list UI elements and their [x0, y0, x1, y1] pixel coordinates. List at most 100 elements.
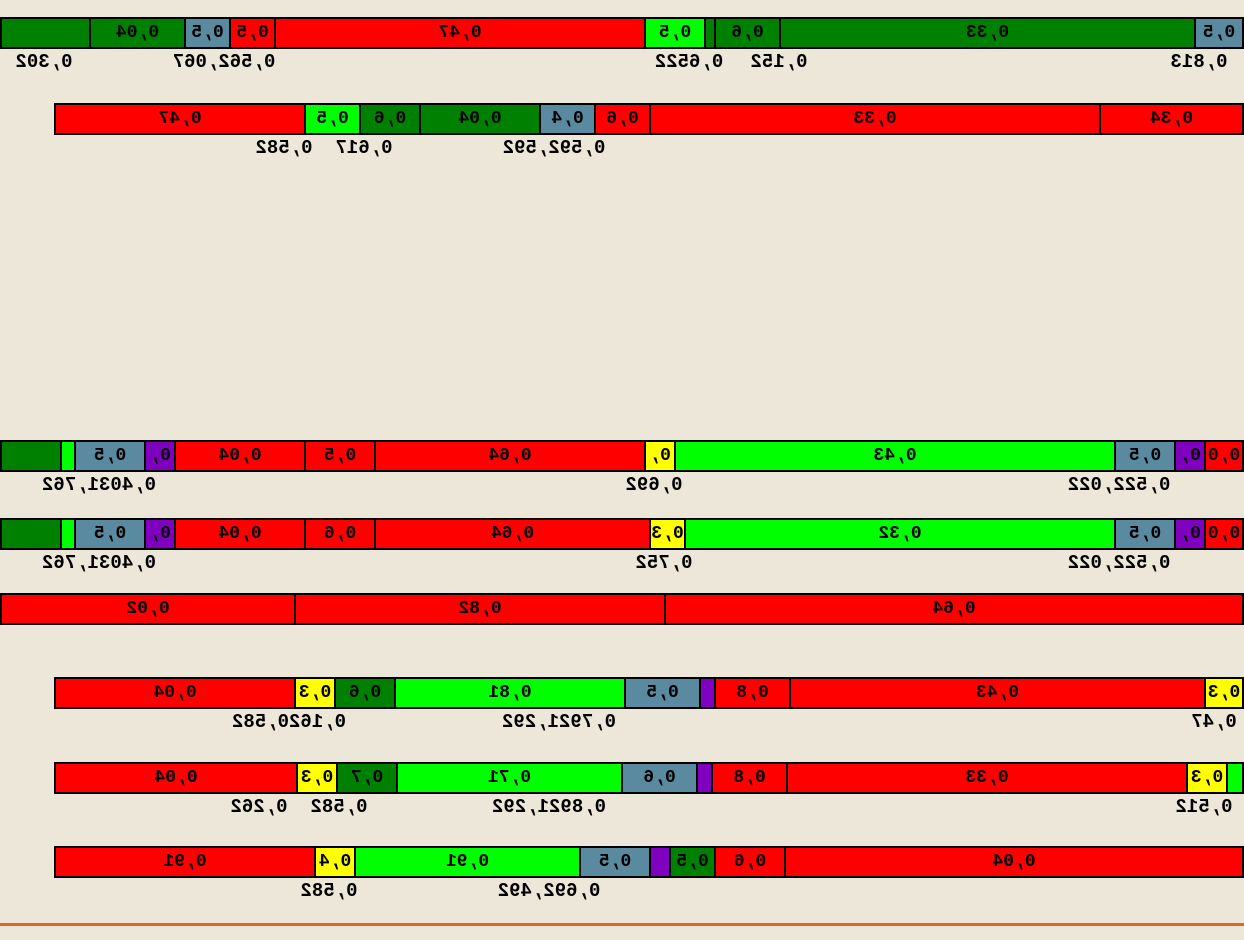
- segment: 0,91: [54, 846, 314, 878]
- segment: 0,3: [294, 677, 334, 709]
- tick-row: 0,522,022 0,692 0,4031,762: [0, 474, 1244, 498]
- segment: 0,02: [0, 593, 294, 625]
- tick-label: 0,562,067: [173, 51, 276, 73]
- segment: 0,6: [594, 103, 649, 135]
- segment: 0,04: [89, 17, 184, 49]
- tick-label: 0,522,022: [1068, 474, 1171, 496]
- segment: [0, 440, 60, 472]
- segment: [60, 440, 74, 472]
- segment: 0,33: [786, 762, 1186, 794]
- segment: 0,47: [54, 103, 304, 135]
- tick-label: 0,302: [15, 51, 72, 73]
- segment: 0,: [1174, 518, 1204, 550]
- segment: 0,7: [336, 762, 396, 794]
- segment: 0,3: [649, 518, 684, 550]
- segment: 0,5: [579, 846, 649, 878]
- segment: [649, 846, 669, 878]
- segment: 0,: [644, 440, 674, 472]
- segment: 0,71: [396, 762, 621, 794]
- segment: [704, 17, 714, 49]
- tick-label: 0,7921,292: [502, 711, 616, 733]
- segment: 0,5: [229, 17, 274, 49]
- tick-label: 0,617: [335, 137, 392, 159]
- segment: 0,8: [714, 677, 789, 709]
- tick-label: 0,582: [255, 137, 312, 159]
- segment: 0,0: [1204, 518, 1244, 550]
- segment: 0,64: [374, 440, 644, 472]
- segment: 0,5: [669, 846, 714, 878]
- segment: 0,8: [711, 762, 786, 794]
- tick-label: 0,4031,762: [42, 474, 156, 496]
- segment: 0,6: [359, 103, 419, 135]
- segment: 0,5: [304, 440, 374, 472]
- segment: 0,33: [649, 103, 1099, 135]
- segment: [1226, 762, 1244, 794]
- segment: 0,6: [714, 846, 784, 878]
- segment: 0,6: [334, 677, 394, 709]
- segment: 0,32: [684, 518, 1114, 550]
- segment: 0,5: [644, 17, 704, 49]
- segment: [0, 17, 89, 49]
- segment: 0,82: [294, 593, 664, 625]
- tick-label: 0,582: [300, 880, 357, 902]
- tick-row: 0,592,592 0,617 0,582: [0, 137, 1244, 161]
- segment: [699, 677, 714, 709]
- tick-row: 0,522,0220,7520,4031,762: [0, 552, 1244, 576]
- track-t4: 0,00,0,50,320,30,640,60,040,0,5: [0, 518, 1244, 550]
- segment: 0,64: [374, 518, 649, 550]
- segment: 0,4: [314, 846, 354, 878]
- tick-label: 0,262: [230, 796, 287, 818]
- segment: [696, 762, 711, 794]
- tick-label: 0,8921,292: [492, 796, 606, 818]
- tick-row: 0,692,4920,582: [0, 880, 1244, 904]
- segment: 0,04: [174, 440, 304, 472]
- segment: 0,04: [174, 518, 304, 550]
- segment: 0,04: [54, 677, 294, 709]
- segment: 0,5: [184, 17, 229, 49]
- segment: 0,91: [354, 846, 579, 878]
- tick-label: 0,522,022: [1068, 552, 1171, 574]
- segment: 0,: [144, 518, 174, 550]
- track-t5: 0,640,820,02: [0, 593, 1244, 625]
- segment: [60, 518, 74, 550]
- segment: 0,5: [624, 677, 699, 709]
- tick-label: 0,512: [1175, 796, 1232, 818]
- segment: 0,5: [1194, 17, 1244, 49]
- segment: 0,34: [1099, 103, 1244, 135]
- tick-row: 0,8130,1520,65220,562,0670,302: [0, 51, 1244, 75]
- segment: 0,04: [784, 846, 1244, 878]
- segment: 0,5: [1114, 440, 1174, 472]
- segment: 0,3: [1186, 762, 1226, 794]
- segment: 0,0: [1204, 440, 1244, 472]
- bottom-rule: [0, 923, 1244, 926]
- tick-row: 0,512 0,8921,292 0,582 0,262: [0, 796, 1244, 820]
- track-t3: 0,00,0,50,430,0,640,50,040,0,5: [0, 440, 1244, 472]
- segment: 0,: [1174, 440, 1204, 472]
- segment: 0,6: [304, 518, 374, 550]
- track-t8: 0,040,60,50,50,910,40,91: [54, 846, 1244, 878]
- tick-label: 0,592,592: [503, 137, 606, 159]
- segment: 0,5: [1114, 518, 1174, 550]
- segment: 0,4: [539, 103, 594, 135]
- segment: 0,47: [274, 17, 644, 49]
- tick-label: 0,1620,582: [232, 711, 346, 733]
- track-t2: 0,340,330,60,40,040,60,50,47: [54, 103, 1244, 135]
- chart-canvas: 0,50,330,60,50,470,50,50,040,8130,1520,6…: [0, 0, 1244, 940]
- tick-label: 0,6522: [655, 51, 723, 73]
- segment: 0,81: [394, 677, 624, 709]
- segment: 0,64: [664, 593, 1244, 625]
- segment: 0,04: [54, 762, 296, 794]
- tick-label: 0,152: [750, 51, 807, 73]
- tick-label: 0,752: [635, 552, 692, 574]
- tick-row: 0,470,7921,2920,1620,582: [0, 711, 1244, 735]
- segment: 0,5: [74, 518, 144, 550]
- segment: 0,5: [74, 440, 144, 472]
- segment: 0,6: [714, 17, 779, 49]
- segment: 0,43: [789, 677, 1204, 709]
- tick-label: 0,582: [310, 796, 367, 818]
- tick-label: 0,692: [625, 474, 682, 496]
- track-t1: 0,50,330,60,50,470,50,50,04: [0, 17, 1244, 49]
- segment: 0,5: [304, 103, 359, 135]
- segment: 0,04: [419, 103, 539, 135]
- segment: 0,: [144, 440, 174, 472]
